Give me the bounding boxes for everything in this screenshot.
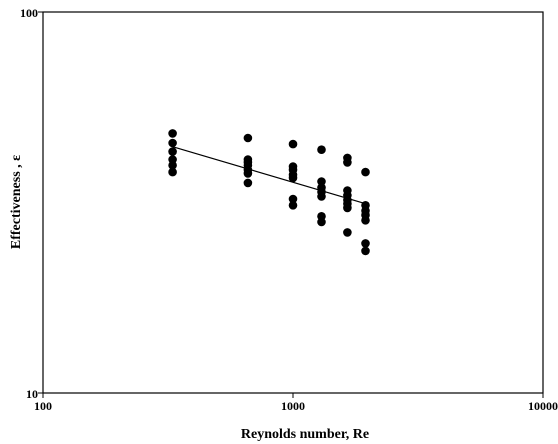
data-point — [317, 145, 326, 154]
x-tick-label-100: 100 — [34, 399, 52, 413]
trendline — [172, 146, 366, 205]
axis-ticks — [38, 11, 544, 398]
data-point — [361, 167, 370, 177]
data-point — [343, 228, 352, 237]
data-point — [343, 203, 352, 213]
data-point — [317, 217, 326, 227]
data-point — [168, 138, 177, 148]
data-point — [168, 167, 177, 177]
data-point — [288, 201, 298, 210]
data-point — [361, 216, 370, 225]
data-point — [317, 177, 326, 186]
data-point — [361, 239, 370, 248]
data-point — [288, 173, 298, 183]
data-points — [168, 129, 370, 256]
x-axis-label: Reynolds number, Re — [241, 427, 369, 442]
data-point — [243, 178, 253, 188]
data-point — [317, 192, 326, 201]
y-tick-label-10: 10 — [26, 387, 38, 401]
data-point — [243, 133, 253, 143]
x-tick-label-10000: 10000 — [528, 399, 558, 413]
data-point — [343, 158, 352, 167]
data-point — [288, 194, 298, 204]
y-axis-label: Effectiveness , ε — [9, 155, 24, 249]
trendline-group — [172, 146, 366, 205]
data-point — [168, 161, 177, 170]
data-point — [168, 147, 177, 156]
x-tick-label-1000: 1000 — [281, 399, 305, 413]
y-tick-label-100: 100 — [20, 6, 38, 20]
data-point — [361, 246, 370, 256]
data-point — [243, 169, 253, 178]
data-point — [168, 129, 177, 138]
data-point — [288, 139, 298, 149]
